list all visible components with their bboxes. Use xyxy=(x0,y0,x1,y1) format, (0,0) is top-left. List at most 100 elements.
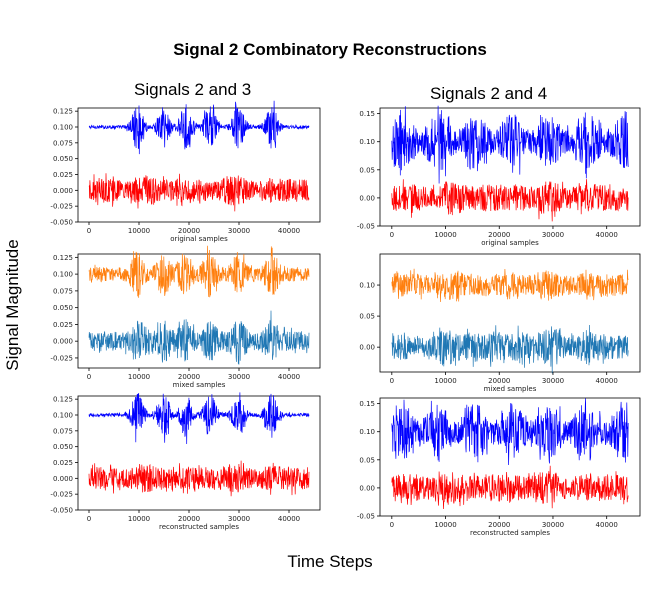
x-tick-label: 30000 xyxy=(542,377,564,385)
y-tick-label: 0.100 xyxy=(53,412,73,420)
y-tick-label: 0.10 xyxy=(359,428,375,436)
panel-x-label: original samples xyxy=(170,235,228,243)
y-axis-label: Signal Magnitude xyxy=(3,239,22,371)
y-tick-label: 0.050 xyxy=(53,304,73,312)
y-tick-label: -0.05 xyxy=(357,513,375,521)
y-tick-label: -0.025 xyxy=(50,203,73,211)
y-axis-label-container: Signal Magnitude xyxy=(2,230,24,380)
column-title-right: Signals 2 and 4 xyxy=(430,84,548,103)
plot-frame xyxy=(77,107,321,223)
panel-x-label: reconstructed samples xyxy=(159,523,239,531)
plot-frame xyxy=(77,253,321,369)
series-line-2 xyxy=(391,324,629,374)
y-tick-label: -0.050 xyxy=(50,219,73,227)
column-title-left: Signals 2 and 3 xyxy=(134,80,252,99)
x-tick-label: 40000 xyxy=(278,515,300,523)
series-line-2 xyxy=(391,465,629,510)
x-tick-label: 30000 xyxy=(542,521,564,529)
y-tick-label: 0.05 xyxy=(359,166,375,174)
plot-frame xyxy=(379,107,641,227)
y-tick-label: 0.100 xyxy=(53,124,73,132)
y-tick-label: 0.075 xyxy=(53,427,73,435)
x-tick-label: 10000 xyxy=(128,373,150,381)
panel-left-original: -0.050 -0.025 0.000 0.025 0.050 0.075 0.100 0.1… xyxy=(50,100,321,243)
series-line-1 xyxy=(391,268,629,303)
y-tick-label: 0.15 xyxy=(359,110,375,118)
series-line-2 xyxy=(88,310,310,365)
x-tick-label: 40000 xyxy=(278,227,300,235)
y-tick-label: 0.000 xyxy=(53,338,73,346)
x-tick-label: 0 xyxy=(390,231,394,239)
panel-x-label: mixed samples xyxy=(484,385,537,393)
y-tick-label: 0.000 xyxy=(53,187,73,195)
y-tick-label: 0.125 xyxy=(53,396,73,404)
y-tick-label: 0.025 xyxy=(53,459,73,467)
y-tick-label: -0.050 xyxy=(50,507,73,515)
x-tick-label: 40000 xyxy=(596,521,618,529)
y-tick-label: 0.100 xyxy=(53,271,73,279)
x-tick-label: 10000 xyxy=(434,231,456,239)
y-tick-label: 0.05 xyxy=(359,313,375,321)
y-tick-label: -0.025 xyxy=(50,354,73,362)
series-line-2 xyxy=(88,173,310,212)
series-line-2 xyxy=(88,460,310,497)
panel-left-reconstructed: -0.050 -0.025 0.000 0.025 0.050 0.075 0.100 0.1… xyxy=(50,392,321,531)
panel-x-label: original samples xyxy=(481,239,539,247)
y-tick-label: 0.15 xyxy=(359,400,375,408)
y-tick-label: -0.025 xyxy=(50,491,73,499)
x-tick-label: 20000 xyxy=(178,373,200,381)
y-tick-label: 0.050 xyxy=(53,443,73,451)
plot-frame xyxy=(77,395,321,511)
y-tick-label: 0.10 xyxy=(359,282,375,290)
y-tick-label: 0.125 xyxy=(53,254,73,262)
y-tick-label: 0.075 xyxy=(53,287,73,295)
x-tick-label: 20000 xyxy=(488,521,510,529)
x-tick-label: 20000 xyxy=(488,377,510,385)
series-line-1 xyxy=(391,105,629,184)
x-tick-label: 20000 xyxy=(488,231,510,239)
plot-frame xyxy=(379,253,641,373)
x-tick-label: 10000 xyxy=(128,515,150,523)
y-tick-label: 0.10 xyxy=(359,138,375,146)
x-tick-label: 0 xyxy=(87,227,91,235)
x-tick-label: 30000 xyxy=(228,515,250,523)
series-line-1 xyxy=(88,392,310,445)
y-tick-label: 0.00 xyxy=(359,484,375,492)
panel-x-label: mixed samples xyxy=(173,381,226,389)
x-tick-label: 20000 xyxy=(178,515,200,523)
x-tick-label: 0 xyxy=(87,373,91,381)
y-tick-label: 0.00 xyxy=(359,344,375,352)
x-tick-label: 0 xyxy=(390,377,394,385)
y-tick-label: 0.025 xyxy=(53,171,73,179)
panel-right-mixed: 0.00 0.05 0.10 0 10000 20000 30000 40000 mixed s… xyxy=(359,253,641,393)
x-tick-label: 40000 xyxy=(596,231,618,239)
x-tick-label: 30000 xyxy=(542,231,564,239)
series-line-1 xyxy=(88,245,310,298)
x-tick-label: 20000 xyxy=(178,227,200,235)
x-tick-label: 0 xyxy=(390,521,394,529)
panel-right-reconstructed: -0.05 0.00 0.05 0.10 0.15 0 10000 20000 30000 400… xyxy=(357,397,641,537)
panel-right-original: -0.05 0.00 0.05 0.10 0.15 0 10000 20000 30000 400… xyxy=(357,105,641,247)
x-tick-label: 0 xyxy=(87,515,91,523)
x-tick-label: 30000 xyxy=(228,373,250,381)
x-axis-label: Time Steps xyxy=(287,552,373,571)
y-tick-label: 0.125 xyxy=(53,108,73,116)
plot-frame xyxy=(379,397,641,517)
y-tick-label: 0.000 xyxy=(53,475,73,483)
panel-left-mixed: -0.025 0.000 0.025 0.050 0.075 0.100 0.125 0 100… xyxy=(50,245,321,389)
y-tick-label: 0.075 xyxy=(53,139,73,147)
x-tick-label: 10000 xyxy=(434,377,456,385)
y-tick-label: 0.00 xyxy=(359,194,375,202)
y-tick-label: 0.050 xyxy=(53,155,73,163)
y-tick-label: -0.05 xyxy=(357,223,375,231)
y-tick-label: 0.05 xyxy=(359,456,375,464)
y-tick-label: 0.025 xyxy=(53,321,73,329)
series-line-2 xyxy=(391,179,629,222)
x-tick-label: 10000 xyxy=(128,227,150,235)
x-tick-label: 40000 xyxy=(278,373,300,381)
x-tick-label: 30000 xyxy=(228,227,250,235)
series-line-1 xyxy=(88,100,310,155)
figure-title: Signal 2 Combinatory Reconstructions xyxy=(173,40,487,59)
x-tick-label: 40000 xyxy=(596,377,618,385)
x-tick-label: 10000 xyxy=(434,521,456,529)
